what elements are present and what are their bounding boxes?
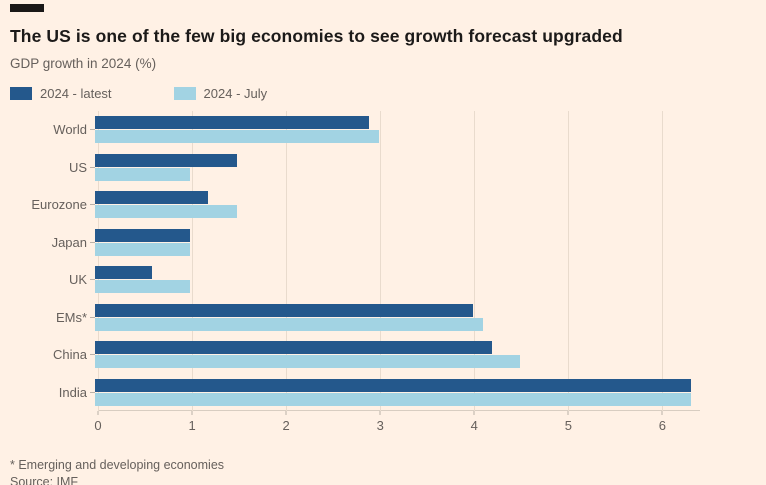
bar-row: Eurozone <box>10 186 756 224</box>
y-axis-tick <box>90 354 95 356</box>
bar-eurozone-2024-latest <box>95 191 209 205</box>
bar-row: UK <box>10 261 756 299</box>
category-label: Japan <box>51 234 87 250</box>
bar-group <box>95 378 700 406</box>
y-axis-tick <box>90 129 95 131</box>
y-axis-tick <box>90 241 95 243</box>
bar-row: Japan <box>10 224 756 262</box>
category-label: US <box>68 159 87 175</box>
category-label: EMs* <box>55 309 87 325</box>
legend-label: 2024 - July <box>203 86 268 101</box>
x-axis-tick-label: 0 <box>94 418 102 433</box>
legend-label: 2024 - latest <box>40 86 112 101</box>
bar-uk-2024-latest <box>95 266 152 280</box>
bar-rows: World US Eurozone Japan UK EMs* China India <box>10 111 756 411</box>
bar-uk-2024-july <box>95 280 190 294</box>
bar-world-2024-latest <box>95 116 370 130</box>
x-axis-tick-label: 5 <box>564 418 572 433</box>
bar-world-2024-july <box>95 130 379 144</box>
x-axis-tick <box>567 411 569 415</box>
chart: World US Eurozone Japan UK EMs* China India 0 1 2… <box>10 111 756 435</box>
legend-swatch-icon <box>173 87 196 100</box>
x-axis-tick <box>97 411 99 415</box>
bar-group <box>95 116 700 144</box>
bar-ems-2024-latest <box>95 303 474 317</box>
bar-us-2024-july <box>95 167 190 181</box>
category-label: World <box>53 122 87 138</box>
bar-india-2024-latest <box>95 378 691 392</box>
bar-group <box>95 341 700 369</box>
category-label: China <box>53 347 87 363</box>
bar-group <box>95 266 700 294</box>
bar-japan-2024-july <box>95 242 190 256</box>
legend-swatch-icon <box>10 87 32 100</box>
bar-row: India <box>10 374 756 412</box>
chart-footer: * Emerging and developing economies Sour… <box>10 457 756 485</box>
source-label: Source: IMF <box>10 474 79 485</box>
bar-us-2024-latest <box>95 153 237 167</box>
bar-row: US <box>10 149 756 187</box>
legend-item: 2024 - July <box>173 86 268 101</box>
y-axis-tick <box>90 279 95 281</box>
x-axis-tick-label: 3 <box>376 418 384 433</box>
bar-group <box>95 228 700 256</box>
y-axis-tick <box>90 204 95 206</box>
x-axis-tick <box>285 411 287 415</box>
category-label: Eurozone <box>31 197 87 213</box>
y-axis-tick <box>90 166 95 168</box>
bar-row: China <box>10 336 756 374</box>
chart-subtitle: GDP growth in 2024 (%) <box>10 56 157 71</box>
bar-china-2024-july <box>95 355 521 369</box>
bar-row: EMs* <box>10 299 756 337</box>
x-axis-tick <box>473 411 475 415</box>
bar-row: World <box>10 111 756 149</box>
x-axis-tick-label: 4 <box>470 418 478 433</box>
x-axis-tick-label: 6 <box>658 418 666 433</box>
page-title: The US is one of the few big economies t… <box>10 26 623 46</box>
bar-group <box>95 303 700 331</box>
bar-group <box>95 153 700 181</box>
x-axis: 0 1 2 3 4 5 6 <box>94 411 700 435</box>
bar-japan-2024-latest <box>95 228 190 242</box>
x-axis-tick <box>191 411 193 415</box>
x-axis-tick <box>379 411 381 415</box>
legend-item: 2024 - latest <box>10 86 112 101</box>
y-axis-tick <box>90 391 95 393</box>
bar-group <box>95 191 700 219</box>
legend: 2024 - latest 2024 - July <box>10 86 756 101</box>
brand-rule <box>10 4 44 12</box>
bar-ems-2024-july <box>95 317 483 331</box>
category-label: India <box>58 384 87 400</box>
bar-eurozone-2024-july <box>95 205 237 219</box>
x-axis-tick-label: 1 <box>188 418 196 433</box>
x-axis-tick <box>661 411 663 415</box>
x-axis-tick-label: 2 <box>282 418 290 433</box>
y-axis-tick <box>90 316 95 318</box>
bar-china-2024-latest <box>95 341 493 355</box>
bar-india-2024-july <box>95 392 691 406</box>
category-label: UK <box>68 272 87 288</box>
footnote: * Emerging and developing economies <box>10 458 225 472</box>
